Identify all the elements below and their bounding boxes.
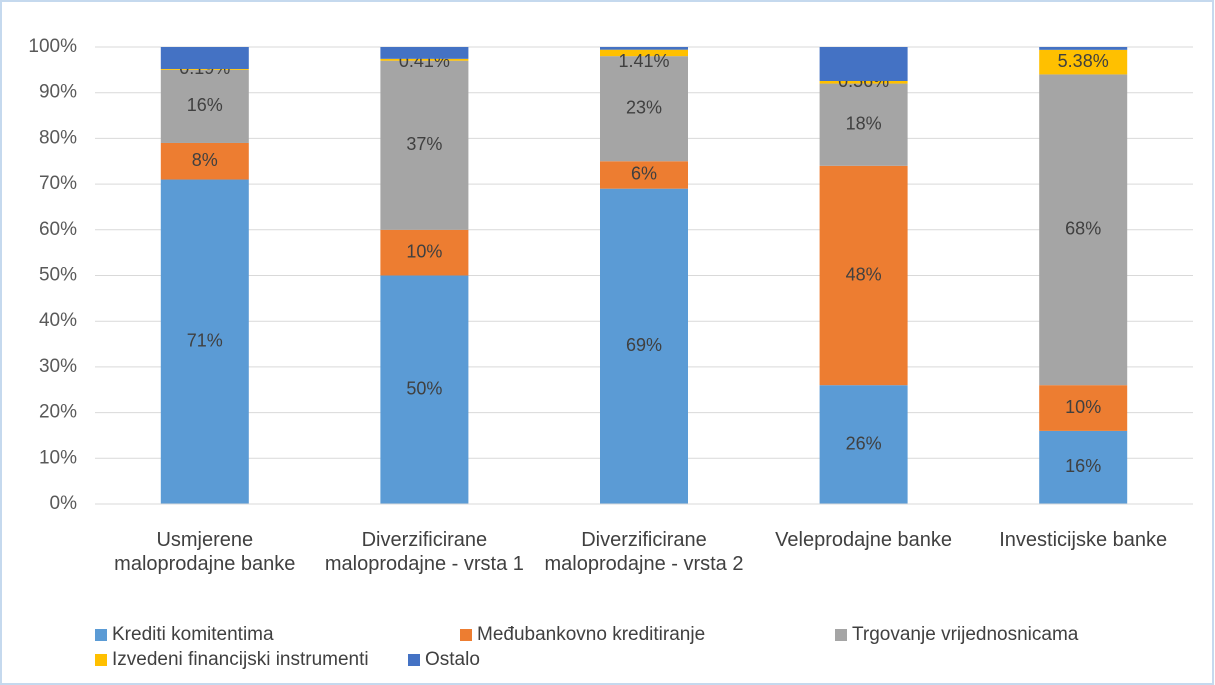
bar-segment (600, 47, 688, 50)
legend-swatch (95, 629, 107, 641)
data-label: 71% (187, 331, 223, 351)
y-tick-label: 0% (50, 493, 78, 514)
data-label: 48% (846, 264, 882, 284)
bar-segment (1039, 47, 1128, 50)
y-tick-label: 60% (39, 219, 77, 240)
data-label: 23% (626, 97, 662, 117)
bar-segment (380, 275, 469, 504)
data-label: 16% (187, 95, 223, 115)
legend-label: Trgovanje vrijednosnicama (852, 624, 1079, 645)
bar-segment (1039, 430, 1128, 504)
data-label: 10% (406, 241, 442, 261)
legend-swatch (835, 629, 847, 641)
data-label: 6% (631, 164, 657, 184)
y-tick-label: 40% (39, 310, 77, 331)
bar-segment (160, 142, 249, 180)
bar-segment (380, 58, 469, 61)
legend-label: Međubankovno kreditiranje (477, 624, 705, 645)
legend-label: Izvedeni financijski instrumenti (112, 649, 369, 670)
bar-segment (380, 60, 469, 230)
bar-segment (600, 49, 688, 57)
bar-segment (160, 179, 249, 504)
data-label: 18% (846, 113, 882, 133)
data-label: 8% (192, 150, 218, 170)
bar-segment (1039, 49, 1128, 75)
bar-segment (819, 83, 908, 166)
bar-segment (160, 69, 249, 143)
y-tick-label: 30% (39, 356, 77, 377)
legend-swatch (408, 654, 420, 666)
bar-segment (819, 165, 908, 386)
bar-segment (160, 68, 249, 70)
legend-label: Ostalo (425, 649, 480, 670)
x-tick-label: Veleprodajne banke (775, 529, 952, 551)
x-tick-label: Diverzificirane maloprodajne - vrsta 2 (544, 529, 744, 575)
bar-segment (160, 47, 249, 69)
y-tick-label: 90% (39, 82, 77, 103)
bar-segment (600, 161, 688, 189)
bar-segment (819, 385, 908, 504)
bar-segment (819, 47, 908, 82)
data-label: 50% (406, 379, 442, 399)
y-tick-label: 70% (39, 173, 77, 194)
bar-segment (380, 47, 469, 59)
data-label: 5.38% (1058, 51, 1109, 71)
bar-segment (1039, 74, 1128, 386)
data-label: 68% (1065, 219, 1101, 239)
data-label: 26% (846, 433, 882, 453)
x-tick-label: Diverzificirane maloprodajne - vrsta 1 (324, 529, 524, 575)
x-tick-label: Usmjerene maloprodajne banke (114, 529, 296, 575)
x-tick-label: Investicijske banke (999, 529, 1168, 551)
y-tick-label: 20% (39, 402, 77, 423)
legend-swatch (95, 654, 107, 666)
y-tick-label: 80% (39, 127, 77, 148)
legend-swatch (460, 629, 472, 641)
legend-label: Krediti komitentima (112, 624, 274, 645)
data-label: 16% (1065, 456, 1101, 476)
data-label: 1.41% (618, 51, 669, 71)
bar-segment (1039, 385, 1128, 431)
y-tick-label: 50% (39, 265, 77, 286)
bar-segment (819, 81, 908, 84)
y-tick-label: 10% (39, 447, 77, 468)
bar-segment (600, 56, 688, 162)
data-label: 69% (626, 335, 662, 355)
bar-segment (380, 229, 469, 276)
bar-segment (600, 188, 688, 505)
data-label: 37% (406, 134, 442, 154)
data-label: 10% (1065, 397, 1101, 417)
y-tick-label: 100% (28, 36, 77, 57)
